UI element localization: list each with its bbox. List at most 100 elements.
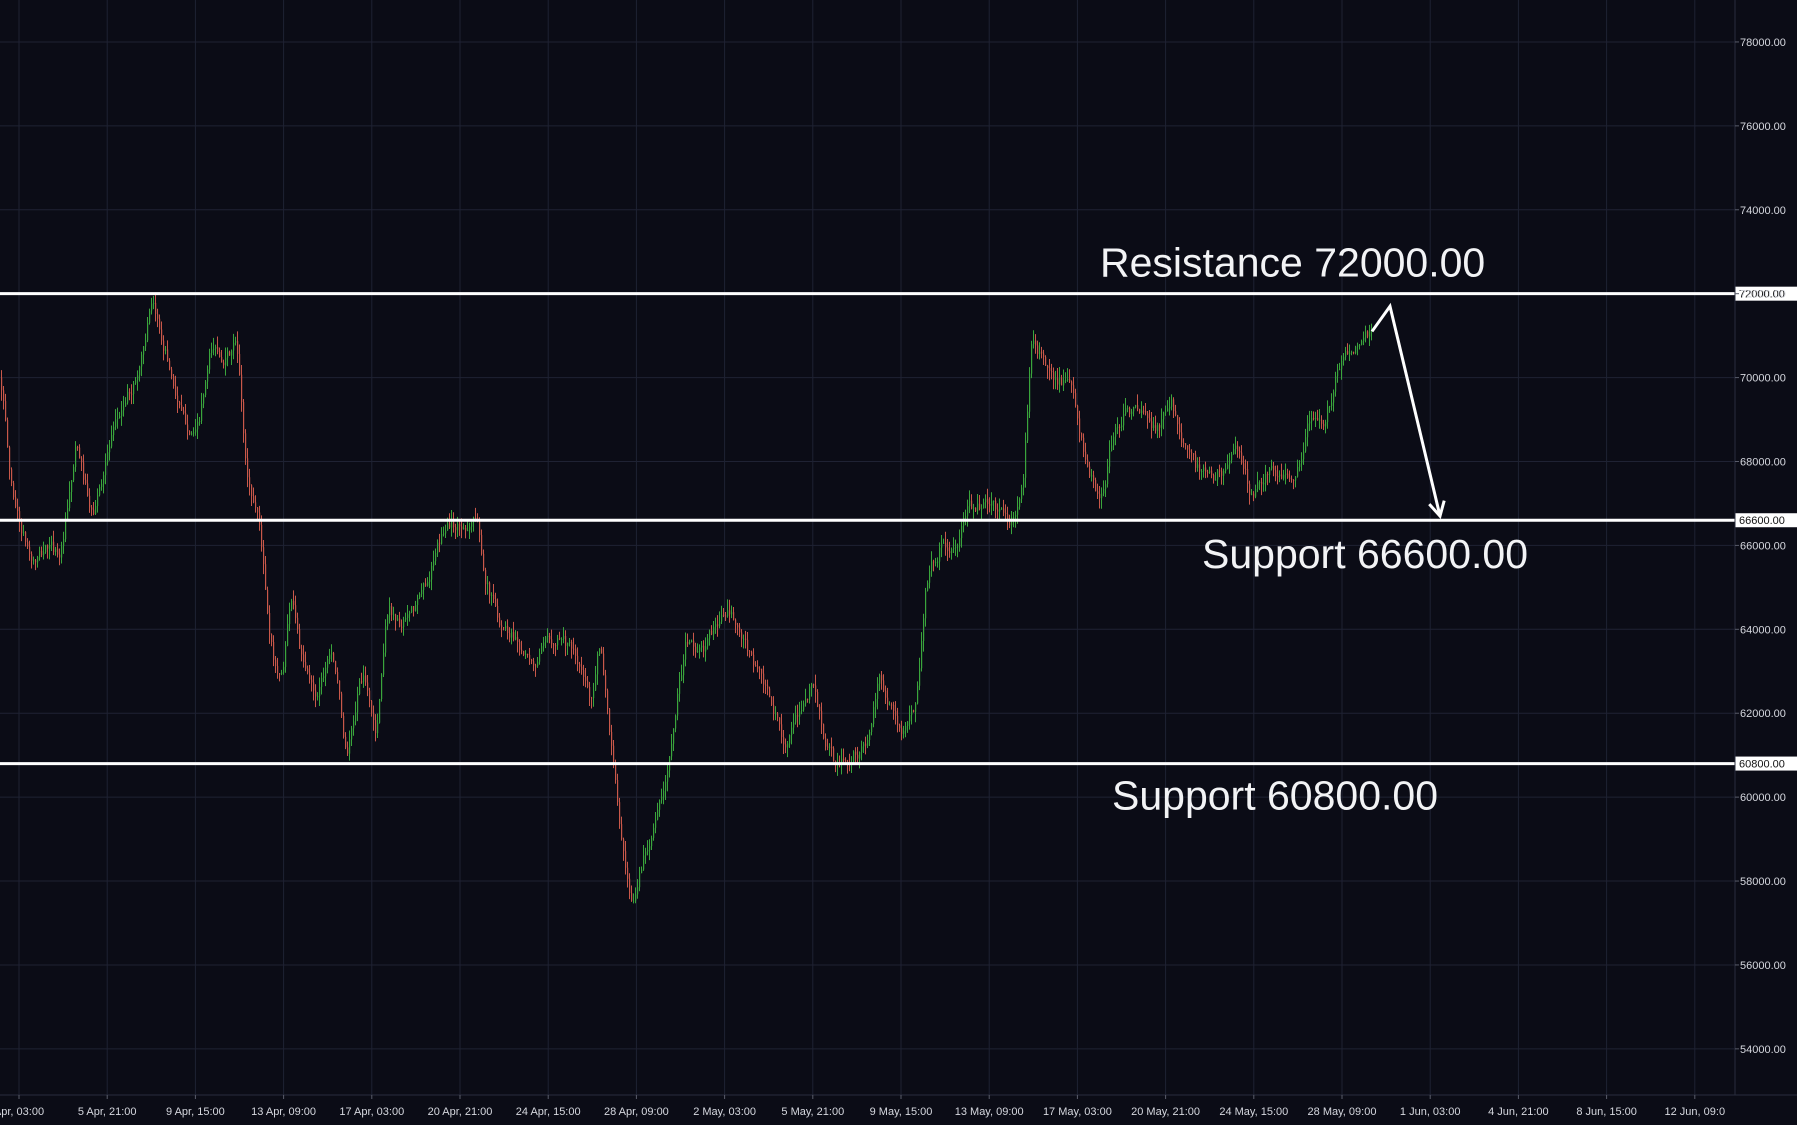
x-tick-label: 13 Apr, 09:00 [251, 1106, 316, 1118]
candle-body [1047, 365, 1049, 369]
candle-body [919, 668, 921, 686]
candle-body [115, 419, 117, 427]
candle-body [455, 527, 457, 531]
candle-body [887, 697, 889, 705]
y-tick-label: 54000.00 [1740, 1044, 1786, 1056]
x-tick-label: 20 Apr, 21:00 [428, 1106, 493, 1118]
candle-body [623, 839, 625, 852]
candle-body [741, 632, 743, 639]
candle-body [153, 302, 155, 304]
candle-body [1069, 378, 1071, 382]
candle-body [1121, 425, 1123, 428]
candle-body [223, 362, 225, 366]
candle-body [1155, 425, 1157, 431]
candle-body [481, 534, 483, 554]
candle-body [1369, 330, 1371, 337]
candle-body [205, 381, 207, 395]
level-annotation: Resistance 72000.00 [1100, 240, 1485, 286]
candle-body [225, 357, 227, 366]
candle-body [1239, 451, 1241, 453]
candle-body [743, 638, 745, 640]
candle-body [295, 605, 297, 618]
candle-body [207, 369, 209, 382]
candle-body [931, 561, 933, 572]
x-tick-label: 4 Jun, 21:00 [1488, 1106, 1549, 1118]
candle-body [825, 738, 827, 747]
y-tick-label: 62000.00 [1740, 708, 1786, 720]
candle-body [695, 646, 697, 652]
candle-body [1037, 345, 1039, 354]
candle-body [1367, 331, 1369, 337]
candle-body [615, 763, 617, 781]
level-price-label: 66600.00 [1739, 515, 1785, 527]
candle-body [801, 709, 803, 712]
candle-body [791, 727, 793, 736]
price-axis[interactable]: 54000.00 56000.00 58000.00 60000.00 62000.00… [1735, 37, 1786, 1056]
candle-body [575, 648, 577, 656]
candle-body [689, 641, 691, 645]
candle-body [1003, 508, 1005, 513]
candle-body [21, 521, 23, 534]
candle-body [325, 667, 327, 677]
y-tick-label: 74000.00 [1740, 205, 1786, 217]
candle-body [419, 594, 421, 598]
candle-body [1149, 418, 1151, 422]
candle-body [301, 648, 303, 655]
x-tick-label: 9 Apr, 15:00 [166, 1106, 225, 1118]
candle-body [15, 497, 17, 507]
candle-body [767, 685, 769, 689]
candle-body [1087, 459, 1089, 467]
candle-body [1359, 344, 1361, 346]
y-tick-label: 56000.00 [1740, 960, 1786, 972]
candle-body [705, 646, 707, 652]
time-axis[interactable]: Apr, 03:00 5 Apr, 21:00 9 Apr, 15:00 13 Apr… [0, 1095, 1725, 1118]
candle-body [1253, 493, 1255, 497]
candle-body [997, 509, 999, 512]
candle-body [33, 560, 35, 562]
candle-body [63, 539, 65, 547]
candle-body [169, 360, 171, 370]
candle-body [91, 507, 93, 510]
candle-body [107, 452, 109, 463]
candle-body [1081, 433, 1083, 438]
candle-body [693, 640, 695, 647]
candle-body [1107, 466, 1109, 485]
candle-body [471, 521, 473, 527]
candle-body [1083, 437, 1085, 452]
candle-body [785, 744, 787, 748]
candle-body [355, 712, 357, 722]
candle-body [239, 353, 241, 375]
candle-body [883, 680, 885, 691]
candle-body [143, 346, 145, 355]
candle-body [813, 684, 815, 686]
candle-body [1319, 419, 1321, 421]
candle-body [1117, 426, 1119, 428]
candle-body [357, 694, 359, 713]
candle-body [811, 684, 813, 687]
candle-body [1015, 514, 1017, 517]
candle-body [409, 612, 411, 615]
candle-body [981, 508, 983, 510]
candle-body [433, 561, 435, 566]
candle-body [1197, 464, 1199, 468]
candle-body [921, 641, 923, 669]
candle-body [83, 462, 85, 480]
candle-body [199, 420, 201, 422]
candle-body [27, 541, 29, 547]
candle-body [51, 541, 53, 545]
candle-body [967, 506, 969, 517]
candle-body [525, 654, 527, 656]
candle-body [653, 827, 655, 838]
candle-body [351, 728, 353, 740]
candle-body [925, 590, 927, 619]
candle-body [135, 379, 137, 384]
candle-body [311, 679, 313, 683]
candle-body [827, 746, 829, 748]
x-tick-label: 2 May, 03:00 [693, 1106, 756, 1118]
candle-body [183, 410, 185, 414]
candle-body [943, 542, 945, 544]
candle-body [1225, 468, 1227, 471]
candle-body [1131, 411, 1133, 414]
candle-body [237, 341, 239, 354]
